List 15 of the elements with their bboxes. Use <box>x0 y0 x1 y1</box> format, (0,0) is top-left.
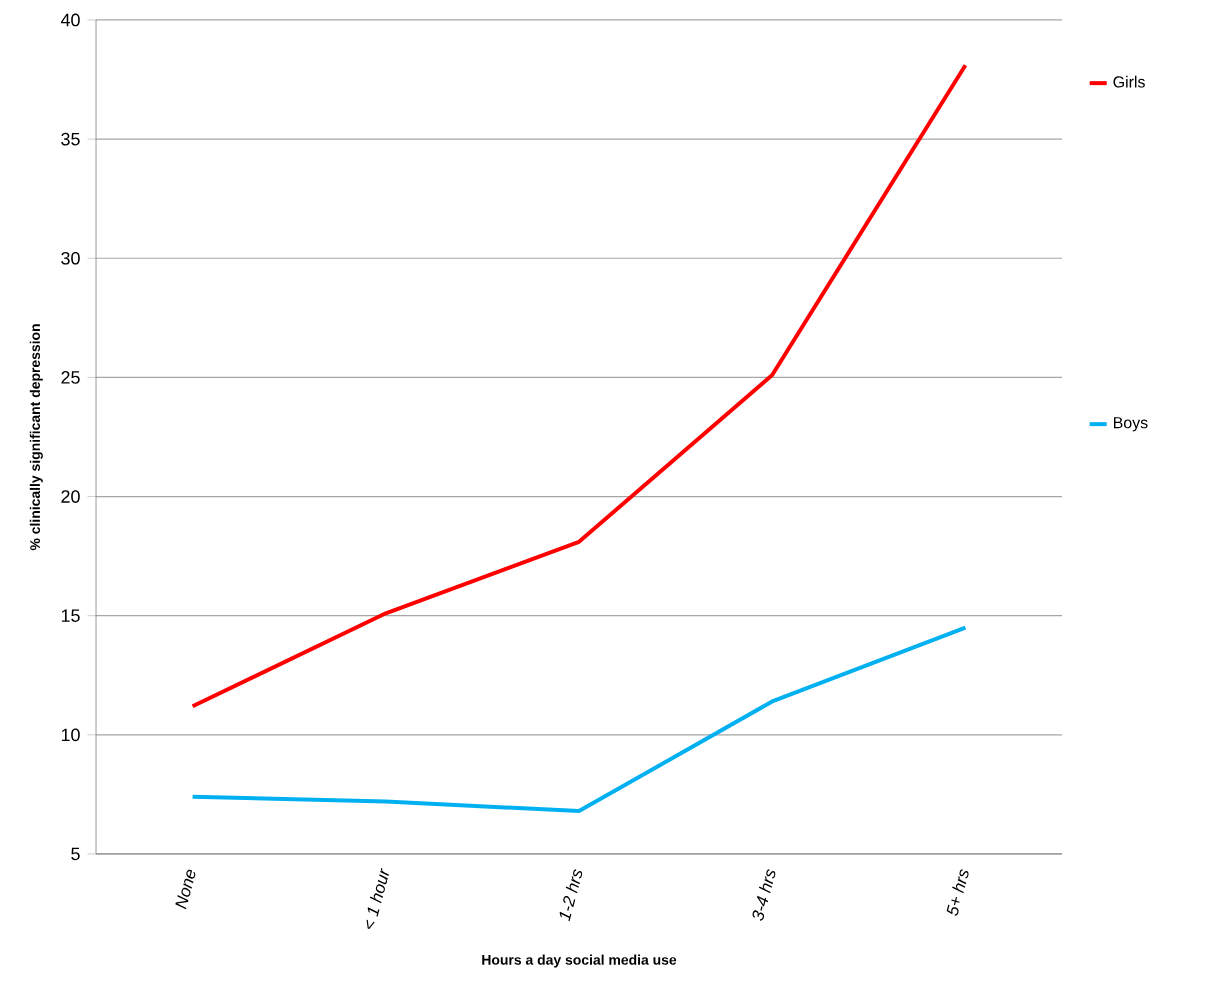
x-tick-label: 3-4 hrs <box>752 869 776 921</box>
y-tick-label: 20 <box>61 490 80 503</box>
x-tick-label: 5+ hrs <box>946 869 969 916</box>
y-tick-label: 40 <box>60 13 80 27</box>
line-series <box>190 63 968 709</box>
x-tick-label: 1-2 hrs <box>559 869 583 922</box>
y-tick-label: 10 <box>61 728 80 742</box>
y-tick-label: 25 <box>61 371 80 384</box>
x-tick-label: None <box>175 869 196 910</box>
y-tick-label: 15 <box>61 609 80 622</box>
y-tick-label: 5 <box>71 847 80 861</box>
y-tick-label: 35 <box>61 132 80 146</box>
y-tick-label: 30 <box>61 251 80 265</box>
line-series <box>190 625 968 814</box>
x-tick-label: < 1 hour <box>366 867 389 930</box>
